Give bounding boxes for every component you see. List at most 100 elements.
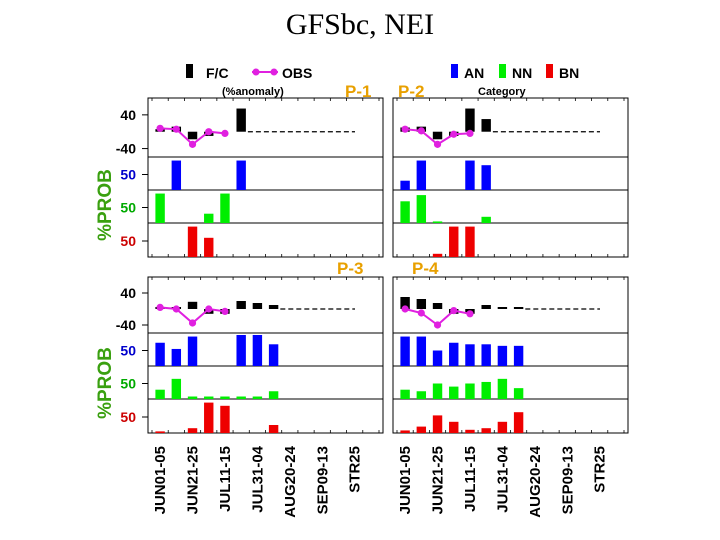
- nn-prob-bar: [236, 396, 246, 399]
- panel-p-3: P-3 40 -40 50 50 50: [116, 259, 384, 434]
- bn-prob-bar: [432, 415, 443, 433]
- obs-anomaly-point: [401, 305, 409, 313]
- an-prob-tick-label: 50: [120, 167, 136, 183]
- x-tick-label: JUN21-25: [185, 446, 202, 514]
- nn-prob-tick-label: 50: [120, 376, 136, 392]
- nn-legend-swatch: [499, 64, 506, 78]
- nn-prob-bar: [400, 389, 410, 399]
- an-prob-bar: [155, 342, 165, 366]
- bn-prob-bar: [449, 421, 459, 433]
- an-prob-bar: [481, 165, 491, 190]
- bn-legend-label: BN: [559, 65, 579, 81]
- an-prob-bar: [465, 344, 475, 366]
- fc-anomaly-bar: [236, 108, 246, 132]
- bn-prob-bar: [513, 412, 524, 433]
- x-tick-label: JUL31-04: [249, 445, 266, 512]
- fc-legend-label: F/C: [206, 65, 229, 81]
- nn-prob-bar: [513, 388, 524, 399]
- nn-prob-bar: [497, 378, 508, 399]
- x-tick-label: STR25: [347, 446, 364, 493]
- nn-prob-bar: [268, 391, 279, 399]
- fc-anomaly-bar: [465, 108, 475, 132]
- anomaly-tick-label: -40: [116, 317, 136, 333]
- y-axis-title-bottom: %PROB: [95, 347, 116, 419]
- x-tick-label: SEP09-13: [314, 446, 331, 514]
- obs-anomaly-point: [466, 129, 474, 137]
- fc-anomaly-bar: [432, 303, 443, 309]
- nn-prob-bar: [432, 221, 443, 223]
- panel-label: P-4: [412, 259, 439, 278]
- an-prob-bar: [497, 345, 508, 366]
- nn-prob-bar: [204, 396, 214, 399]
- bn-legend-swatch: [546, 64, 553, 78]
- nn-prob-bar: [171, 378, 182, 399]
- bn-prob-bar: [187, 226, 198, 257]
- obs-anomaly-point: [188, 140, 197, 148]
- obs-anomaly-point: [221, 307, 229, 315]
- an-prob-bar: [268, 344, 279, 366]
- nn-prob-bar: [481, 216, 491, 223]
- nn-prob-bar: [252, 396, 263, 399]
- obs-anomaly-point: [417, 127, 425, 135]
- obs-anomaly-point: [450, 307, 458, 315]
- bn-prob-bar: [204, 237, 214, 257]
- an-prob-bar: [432, 350, 443, 366]
- an-prob-bar: [465, 160, 475, 190]
- x-axis-labels: JUN01-05 JUN21-25 JUL11-15 JUL31-04 AUG20-24…: [152, 445, 609, 517]
- obs-anomaly-point: [205, 305, 213, 313]
- bn-prob-bar: [449, 226, 459, 257]
- nn-prob-bar: [400, 201, 410, 223]
- panels: P-1 40 -40 50 50 50 P-2 P-3 40 -40 50 50 50 P-4: [116, 82, 629, 434]
- nn-prob-bar: [449, 386, 459, 399]
- an-prob-bar: [513, 345, 524, 366]
- obs-anomaly-point: [156, 303, 164, 311]
- obs-legend-dot: [270, 68, 278, 76]
- fc-anomaly-bar: [400, 297, 410, 309]
- obs-anomaly-point: [221, 129, 229, 137]
- an-prob-bar: [187, 336, 198, 366]
- obs-legend-sub: (%anomaly): [222, 86, 284, 98]
- x-tick-label: STR25: [592, 446, 609, 493]
- x-tick-label: JUL31-04: [494, 445, 511, 512]
- x-tick-label: JUL11-15: [217, 446, 234, 512]
- x-tick-label: AUG20-24: [527, 445, 544, 517]
- bn-prob-bar: [220, 405, 230, 433]
- fc-anomaly-bar: [432, 131, 443, 140]
- obs-anomaly-point: [205, 128, 213, 136]
- nn-prob-bar: [220, 396, 230, 399]
- fc-anomaly-bar: [416, 299, 427, 309]
- anomaly-tick-label: 40: [120, 285, 136, 301]
- an-legend-swatch: [451, 64, 458, 78]
- legend: F/C OBS (%anomaly) AN NN BN Category: [186, 64, 579, 98]
- an-prob-bar: [171, 160, 182, 190]
- fc-anomaly-bar: [513, 307, 524, 309]
- panel-frame: [392, 97, 629, 258]
- x-tick-label: JUN21-25: [430, 446, 447, 514]
- an-prob-bar: [236, 160, 246, 190]
- bn-prob-bar: [416, 426, 427, 433]
- fc-anomaly-bar: [187, 301, 198, 309]
- x-tick-label: JUN01-05: [397, 446, 414, 514]
- nn-prob-bar: [155, 389, 165, 399]
- fc-anomaly-bar: [481, 305, 491, 309]
- bn-prob-bar: [204, 402, 214, 433]
- an-prob-bar: [252, 335, 263, 366]
- bn-prob-bar: [268, 425, 279, 433]
- an-prob-bar: [416, 160, 427, 190]
- x-tick-label: JUL11-15: [462, 446, 479, 512]
- panel-frame: [147, 276, 384, 434]
- bn-prob-tick-label: 50: [120, 409, 136, 425]
- panel-label: P-2: [398, 82, 424, 101]
- obs-anomaly-point: [172, 125, 180, 133]
- chart-title: GFSbc, NEI: [285, 8, 435, 41]
- panel-frame: [147, 97, 384, 258]
- fc-anomaly-bar: [268, 305, 279, 309]
- an-prob-bar: [400, 336, 410, 366]
- an-prob-bar: [481, 344, 491, 366]
- bn-prob-bar: [465, 429, 475, 433]
- nn-prob-bar: [187, 396, 198, 399]
- fc-anomaly-bar: [481, 119, 491, 132]
- bn-prob-bar: [432, 253, 443, 257]
- anomaly-tick-label: 40: [120, 107, 136, 123]
